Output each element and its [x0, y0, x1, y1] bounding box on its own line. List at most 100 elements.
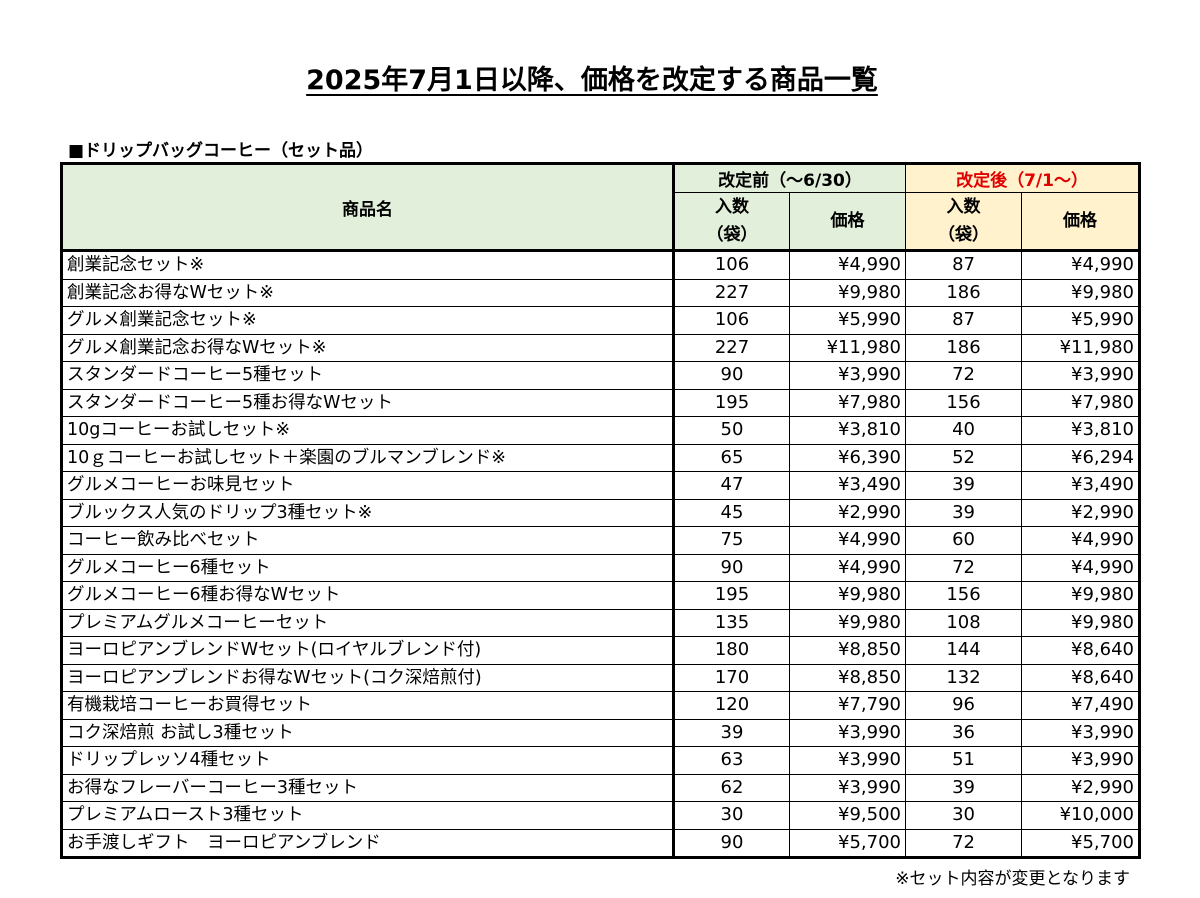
qty-after-cell: 72: [905, 553, 1023, 582]
price-before-cell: ¥4,990: [788, 553, 907, 582]
product-name-cell: グルメコーヒー6種お得なWセット: [61, 581, 675, 610]
qty-before-cell: 106: [673, 306, 790, 335]
qty-before-cell: 75: [673, 526, 790, 555]
price-before-cell: ¥3,990: [788, 773, 907, 802]
qty-before-cell: 170: [673, 663, 790, 692]
qty-before-cell: 195: [673, 388, 790, 417]
price-after-cell: ¥3,490: [1021, 471, 1141, 500]
product-name-cell: プレミアムグルメコーヒーセット: [61, 608, 675, 637]
price-before-cell: ¥3,990: [788, 746, 907, 775]
table-row: グルメ創業記念セット※ 106 ¥5,990 87 ¥5,990: [61, 306, 1141, 335]
price-after-cell: ¥10,000: [1021, 801, 1141, 830]
product-name-cell: スタンダードコーヒー5種セット: [61, 361, 675, 390]
page-title-text: 2025年7月1日以降、価格を改定する商品一覧: [306, 65, 878, 96]
table-row: 創業記念お得なWセット※ 227 ¥9,980 186 ¥9,980: [61, 278, 1141, 307]
price-table: 商品名 改定前（～6/30） 改定後（7/1～） 入数 （袋） 価格 入数 （袋） …: [60, 162, 1142, 859]
qty-before-cell: 39: [673, 718, 790, 747]
product-name-cell: お得なフレーバーコーヒー3種セット: [61, 773, 675, 802]
table-row: プレミアムロースト3種セット 30 ¥9,500 30 ¥10,000: [61, 801, 1141, 830]
price-after-cell: ¥7,490: [1021, 691, 1141, 720]
qty-before-cell: 90: [673, 361, 790, 390]
header-qty-label: 入数: [715, 197, 749, 217]
price-before-cell: ¥3,810: [788, 416, 907, 445]
header-product-name: 商品名: [61, 163, 675, 252]
qty-after-cell: 72: [905, 828, 1023, 858]
product-name-cell: コク深焙煎 お試し3種セット: [61, 718, 675, 747]
qty-before-cell: 90: [673, 553, 790, 582]
qty-after-cell: 87: [905, 250, 1023, 280]
qty-before-cell: 227: [673, 278, 790, 307]
qty-after-cell: 39: [905, 471, 1023, 500]
qty-before-cell: 227: [673, 333, 790, 362]
qty-after-cell: 132: [905, 663, 1023, 692]
table-row: 創業記念セット※ 106 ¥4,990 87 ¥4,990: [61, 250, 1141, 280]
table-row: 10gコーヒーお試しセット※ 50 ¥3,810 40 ¥3,810: [61, 416, 1141, 445]
table-row: ドリップレッソ4種セット 63 ¥3,990 51 ¥3,990: [61, 746, 1141, 775]
table-row: ヨーロピアンブレンドお得なWセット(コク深焙煎付) 170 ¥8,850 132 ¥8,…: [61, 663, 1141, 692]
qty-before-cell: 45: [673, 498, 790, 527]
table-subheader-row: 入数 （袋） 価格 入数 （袋） 価格: [62, 192, 1141, 252]
footnote: ※セット内容が変更となります: [895, 869, 1130, 889]
price-before-cell: ¥3,990: [788, 718, 907, 747]
product-name-cell: お手渡しギフト ヨーロピアンブレンド: [61, 828, 675, 858]
table-row: スタンダードコーヒー5種セット 90 ¥3,990 72 ¥3,990: [61, 361, 1141, 390]
product-name-cell: ヨーロピアンブレンドWセット(ロイヤルブレンド付): [61, 636, 675, 665]
product-name-cell: グルメ創業記念セット※: [61, 306, 675, 335]
price-after-cell: ¥2,990: [1021, 773, 1141, 802]
price-before-cell: ¥9,980: [788, 278, 907, 307]
price-before-cell: ¥8,850: [788, 663, 907, 692]
qty-after-cell: 51: [905, 746, 1023, 775]
qty-after-cell: 39: [905, 498, 1023, 527]
qty-before-cell: 120: [673, 691, 790, 720]
product-name-cell: グルメコーヒーお味見セット: [61, 471, 675, 500]
product-name-cell: ヨーロピアンブレンドお得なWセット(コク深焙煎付): [61, 663, 675, 692]
qty-before-cell: 90: [673, 828, 790, 858]
price-after-cell: ¥5,700: [1021, 828, 1141, 858]
qty-before-cell: 65: [673, 443, 790, 472]
price-before-cell: ¥8,850: [788, 636, 907, 665]
table-row: ブルックス人気のドリップ3種セット※ 45 ¥2,990 39 ¥2,990: [61, 498, 1141, 527]
qty-before-cell: 180: [673, 636, 790, 665]
table-row: グルメ創業記念お得なWセット※ 227 ¥11,980 186 ¥11,980: [61, 333, 1141, 362]
table-row: スタンダードコーヒー5種お得なWセット 195 ¥7,980 156 ¥7,980: [61, 388, 1141, 417]
price-before-cell: ¥7,790: [788, 691, 907, 720]
table-row: プレミアムグルメコーヒーセット 135 ¥9,980 108 ¥9,980: [61, 608, 1141, 637]
product-name-cell: グルメ創業記念お得なWセット※: [61, 333, 675, 362]
header-qty-after: 入数 （袋）: [905, 192, 1023, 252]
qty-after-cell: 186: [905, 333, 1023, 362]
header-qty-label: 入数: [946, 197, 981, 217]
qty-before-cell: 30: [673, 801, 790, 830]
header-price-after: 価格: [1021, 192, 1141, 252]
qty-after-cell: 40: [905, 416, 1023, 445]
price-before-cell: ¥11,980: [788, 333, 907, 362]
price-before-cell: ¥6,390: [788, 443, 907, 472]
price-after-cell: ¥2,990: [1021, 498, 1141, 527]
table-row: 10ｇコーヒーお試しセット＋楽園のブルマンブレンド※ 65 ¥6,390 52 ¥6,2…: [61, 443, 1141, 472]
header-qty-unit: （袋）: [706, 225, 758, 245]
table-row: グルメコーヒーお味見セット 47 ¥3,490 39 ¥3,490: [61, 471, 1141, 500]
table-row: コク深焙煎 お試し3種セット 39 ¥3,990 36 ¥3,990: [61, 718, 1141, 747]
product-name-cell: 有機栽培コーヒーお買得セット: [61, 691, 675, 720]
product-name-cell: ドリップレッソ4種セット: [61, 746, 675, 775]
price-before-cell: ¥9,500: [788, 801, 907, 830]
price-before-cell: ¥2,990: [788, 498, 907, 527]
price-after-cell: ¥4,990: [1021, 526, 1141, 555]
product-name-cell: 10ｇコーヒーお試しセット＋楽園のブルマンブレンド※: [61, 443, 675, 472]
table-row: コーヒー飲み比べセット 75 ¥4,990 60 ¥4,990: [61, 526, 1141, 555]
price-after-cell: ¥3,990: [1021, 361, 1141, 390]
page-title: 2025年7月1日以降、価格を改定する商品一覧: [0, 58, 1184, 97]
header-price-before: 価格: [788, 192, 907, 252]
price-before-cell: ¥3,490: [788, 471, 907, 500]
table-row: ヨーロピアンブレンドWセット(ロイヤルブレンド付) 180 ¥8,850 144 ¥8,…: [61, 636, 1141, 665]
price-after-cell: ¥8,640: [1021, 636, 1141, 665]
qty-before-cell: 63: [673, 746, 790, 775]
qty-before-cell: 62: [673, 773, 790, 802]
qty-after-cell: 156: [905, 581, 1023, 610]
qty-after-cell: 108: [905, 608, 1023, 637]
table-row: グルメコーヒー6種お得なWセット 195 ¥9,980 156 ¥9,980: [61, 581, 1141, 610]
header-qty-before: 入数 （袋）: [673, 192, 790, 252]
qty-before-cell: 47: [673, 471, 790, 500]
price-after-cell: ¥3,990: [1021, 746, 1141, 775]
price-after-cell: ¥3,810: [1021, 416, 1141, 445]
product-name-cell: 10gコーヒーお試しセット※: [61, 416, 675, 445]
